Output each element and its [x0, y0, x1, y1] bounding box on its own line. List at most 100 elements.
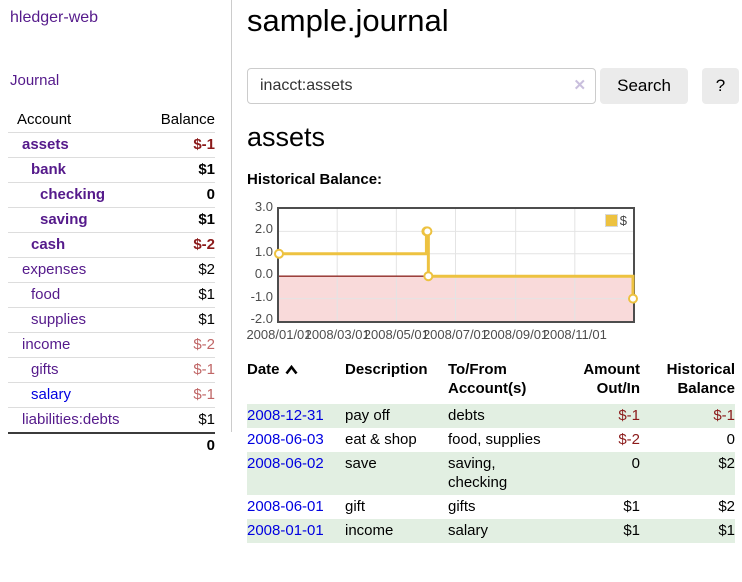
account-row: expenses $2	[8, 257, 215, 283]
sort-ascending-icon	[284, 365, 298, 375]
account-balance: $2	[147, 257, 215, 283]
transaction-date-link[interactable]: 2008-06-01	[247, 498, 324, 515]
account-balance: $-2	[147, 232, 215, 258]
transaction-amount: $-1	[618, 407, 640, 424]
transaction-accounts: gifts	[448, 498, 476, 515]
accounts-table: Account Balance assets $-1 bank $1 checking 0…	[8, 108, 215, 458]
sidebar-account-cash[interactable]: cash	[31, 236, 66, 253]
register-row: 2008-06-01 gift gifts $1 $2	[247, 495, 735, 519]
account-balance: $-1	[147, 132, 215, 158]
sidebar-account-checking[interactable]: checking	[40, 186, 106, 203]
x-axis-tick-label: 2008/11/01	[542, 327, 607, 342]
transaction-description: gift	[345, 498, 366, 515]
transaction-accounts: saving, checking	[448, 455, 508, 491]
transaction-amount: $1	[623, 522, 640, 539]
legend-label: $	[619, 213, 627, 228]
transaction-accounts: salary	[448, 522, 489, 539]
sidebar-account-bank[interactable]: bank	[31, 161, 67, 178]
register-header-description: Description	[345, 361, 428, 378]
transaction-date-link[interactable]: 2008-06-03	[247, 431, 324, 448]
sidebar-account-gifts[interactable]: gifts	[31, 361, 59, 378]
accounts-total-spacer	[8, 432, 148, 458]
sidebar: hledger-web Journal Account Balance asse…	[0, 0, 232, 458]
chart-plot-area: $	[274, 207, 638, 323]
transaction-amount: 0	[631, 455, 640, 472]
sidebar-account-income[interactable]: income	[22, 336, 71, 353]
register-table: Date Description To/From Account(s) Amou…	[247, 357, 735, 543]
sidebar-account-expenses[interactable]: expenses	[22, 261, 87, 278]
transaction-balance: 0	[726, 431, 735, 448]
account-balance: $1	[147, 307, 215, 333]
sidebar-account-food[interactable]: food	[31, 286, 61, 303]
y-axis-tick-label: -1.0	[250, 288, 273, 304]
accounts-total-value: 0	[147, 432, 215, 458]
transaction-balance: $2	[718, 498, 735, 515]
chart-legend: $	[602, 212, 629, 229]
account-heading: assets	[247, 122, 326, 152]
account-balance: 0	[147, 182, 215, 208]
accounts-header-account: Account	[8, 108, 148, 133]
clear-search-icon[interactable]: ✕	[573, 77, 587, 94]
account-row: gifts $-1	[8, 357, 215, 383]
register-header-balance: Historical Balance	[666, 361, 735, 397]
main-content: sample.journal ✕ Search ? assets Histori…	[246, 0, 739, 582]
transaction-accounts: debts	[448, 407, 485, 424]
legend-swatch-icon	[604, 214, 618, 227]
register-row: 2008-12-31 pay off debts $-1 $-1	[247, 404, 735, 428]
account-row: supplies $1	[8, 307, 215, 333]
account-row: income $-2	[8, 332, 215, 358]
transaction-description: eat & shop	[345, 431, 417, 448]
account-row: saving $1	[8, 207, 215, 233]
chart-canvas	[274, 209, 638, 321]
transaction-amount: $1	[623, 498, 640, 515]
account-balance: $1	[147, 207, 215, 233]
search-input-wrap: ✕	[247, 68, 597, 104]
historical-balance-label: Historical Balance:	[247, 171, 383, 188]
transaction-date-link[interactable]: 2008-06-02	[247, 455, 324, 472]
x-axis-tick-label: 2008/03/01	[304, 327, 370, 342]
transaction-description: pay off	[345, 407, 390, 424]
register-row: 2008-06-02 save saving, checking 0 $2	[247, 452, 735, 495]
transaction-description: save	[345, 455, 377, 472]
search-button[interactable]: Search	[600, 68, 688, 104]
nav-journal-link[interactable]: Journal	[10, 72, 60, 89]
brand-link[interactable]: hledger-web	[10, 9, 99, 26]
search-bar: ✕ Search ?	[247, 68, 739, 104]
x-axis-tick-label: 2008/01/01	[246, 327, 312, 342]
sidebar-account-assets[interactable]: assets	[22, 136, 69, 153]
y-axis-tick-label: -2.0	[250, 311, 273, 326]
sidebar-account-supplies[interactable]: supplies	[31, 311, 87, 328]
y-axis-tick-label: 1.0	[254, 243, 273, 259]
sidebar-account-saving[interactable]: saving	[40, 211, 88, 228]
page-title: sample.journal	[247, 3, 449, 38]
account-row: food $1	[8, 282, 215, 308]
transaction-description: income	[345, 522, 394, 539]
historical-balance-chart: $ 3.0 2.0 1.0 0.0 -1.0 -2.0 2008/01/01 2008/03…	[246, 200, 667, 348]
register-row: 2008-01-01 income salary $1 $1	[247, 519, 735, 543]
y-axis-tick-label: 0.0	[254, 266, 273, 282]
y-axis-tick-label: 2.0	[254, 221, 273, 237]
x-axis-tick-label: 2008/09/01	[483, 327, 549, 342]
accounts-total-row: 0	[8, 432, 215, 458]
transaction-amount: $-2	[618, 431, 640, 448]
transaction-balance: $2	[718, 455, 735, 472]
accounts-header-balance: Balance	[147, 108, 215, 133]
transaction-date-link[interactable]: 2008-12-31	[247, 407, 324, 424]
register-header-row: Date Description To/From Account(s) Amou…	[247, 357, 735, 404]
account-balance: $1	[147, 157, 215, 183]
x-axis-tick-label: 2008/07/01	[422, 327, 489, 342]
register-header-date[interactable]: Date	[247, 357, 345, 404]
sidebar-account-liabilities-debts[interactable]: liabilities:debts	[22, 411, 120, 428]
transaction-balance: $-1	[713, 407, 735, 424]
register-header-accounts: To/From Account(s)	[448, 361, 527, 397]
account-row: salary $-1	[8, 382, 215, 408]
search-input[interactable]	[247, 68, 597, 104]
transaction-accounts: food, supplies	[448, 431, 541, 448]
help-button[interactable]: ?	[702, 68, 739, 104]
transaction-date-link[interactable]: 2008-01-01	[247, 522, 324, 539]
sidebar-account-salary[interactable]: salary	[31, 386, 72, 403]
account-row: cash $-2	[8, 232, 215, 258]
register-row: 2008-06-03 eat & shop food, supplies $-2 0	[247, 428, 735, 452]
account-row: bank $1	[8, 157, 215, 183]
account-balance: $-2	[147, 332, 215, 358]
